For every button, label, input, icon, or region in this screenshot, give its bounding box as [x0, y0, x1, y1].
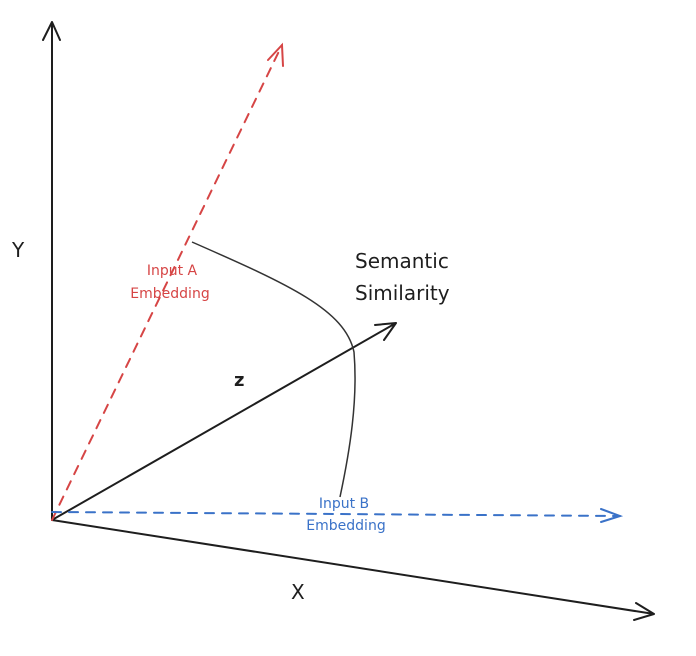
similarity-curve [191, 241, 356, 498]
input-b-arrowhead [600, 508, 624, 523]
y-axis [42, 21, 61, 521]
input-a-label-line1: Input A [147, 263, 198, 279]
z-axis [51, 322, 397, 521]
input-b-label-line1: Input B [319, 496, 369, 512]
input-b-label-line2: Embedding [306, 518, 385, 534]
x-axis [51, 519, 655, 621]
z-axis-label: z [234, 370, 244, 391]
input-a-arrowhead [267, 42, 284, 67]
similarity-label-line1: Semantic [355, 249, 449, 273]
y-axis-label: Y [11, 238, 25, 262]
x-axis-label: X [291, 580, 305, 604]
input-a-vector [51, 44, 283, 521]
similarity-label-line2: Similarity [355, 281, 450, 305]
input-b-vector [51, 511, 621, 517]
input-a-label-line2: Embedding [130, 286, 209, 302]
